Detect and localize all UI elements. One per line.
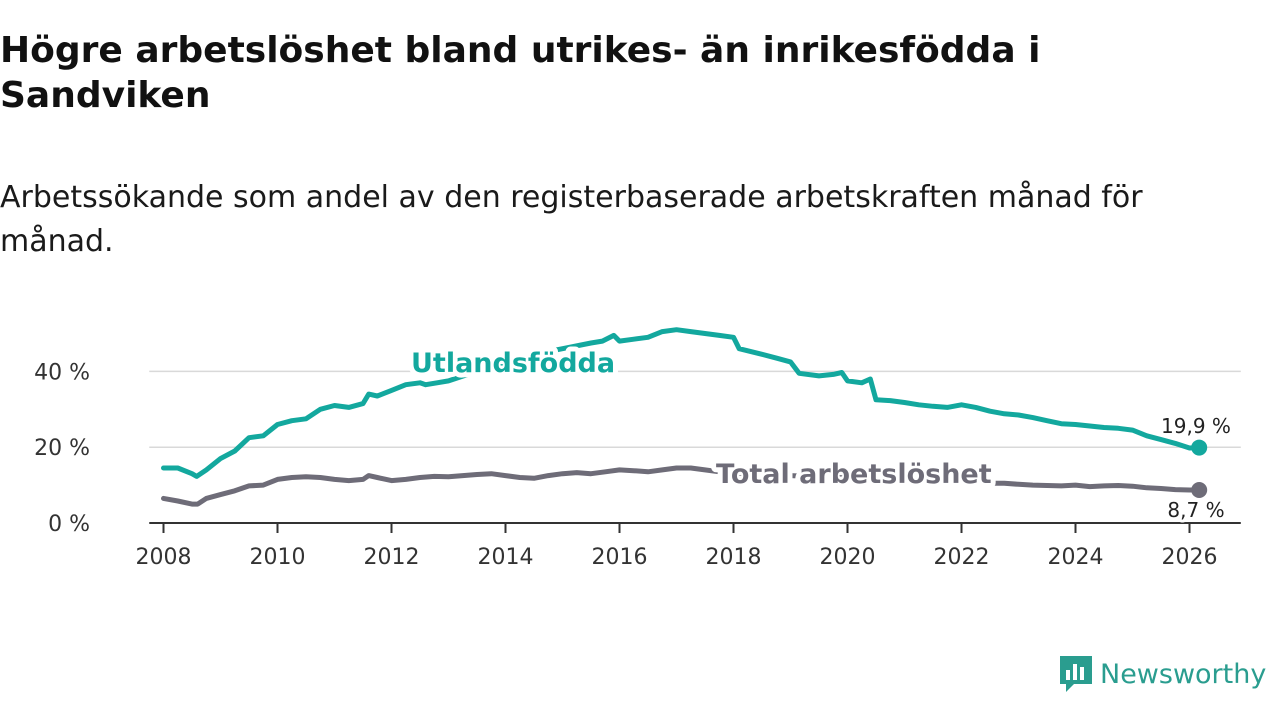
series-label-halo: Total arbetslöshet [716, 459, 992, 490]
utlandsfodda-end-label: 19,9 % [1161, 414, 1231, 438]
series-label-halo: Utlandsfödda [411, 348, 615, 379]
total-end-label-halo: 8,7 % [1167, 498, 1224, 522]
x-axis: 2008 2010 2012 2014 2016 2018 2020 2022 2024 2026 [136, 522, 1241, 570]
newsworthy-logo: Newsworthy [1058, 654, 1266, 694]
x-tick-label: 2022 [934, 545, 990, 570]
utlandsfodda-line [161, 327, 1202, 479]
series-lines [161, 327, 1208, 507]
x-tick-label: 2016 [592, 545, 648, 570]
utlandsfodda-end-dot [1191, 439, 1208, 456]
x-tick-label: 2010 [250, 545, 306, 570]
y-tick-label: 0 % [48, 512, 90, 537]
total-end-label: 8,7 % [1167, 498, 1224, 522]
utlandsfodda-end-label-halo: 19,9 % [1161, 414, 1231, 438]
x-tick-label: 2020 [820, 545, 876, 570]
series-label-text: Total arbetslöshet [716, 459, 992, 490]
total-line [161, 465, 1202, 507]
gridlines: 0 % 20 % 40 % [34, 360, 1241, 537]
chart-title: Högre arbetslöshet bland utrikes- än inr… [0, 30, 1041, 116]
y-tick-label: 20 % [34, 436, 90, 461]
x-tick-label: 2012 [364, 545, 420, 570]
x-tick-label: 2024 [1048, 545, 1104, 570]
x-tick-label: 2014 [478, 545, 534, 570]
x-tick-label: 2026 [1162, 545, 1218, 570]
total-end-dot [1191, 482, 1208, 499]
bar-chart-speech-bubble-icon [1060, 656, 1092, 692]
series-label-text: Utlandsfödda [411, 348, 615, 379]
x-tick-label: 2018 [706, 545, 762, 570]
brand-name: Newsworthy [1100, 658, 1267, 690]
y-tick-label: 40 % [34, 360, 90, 385]
x-tick-label: 2008 [136, 545, 192, 570]
chart-subtitle: Arbetssökande som andel av den registerb… [0, 180, 1143, 259]
